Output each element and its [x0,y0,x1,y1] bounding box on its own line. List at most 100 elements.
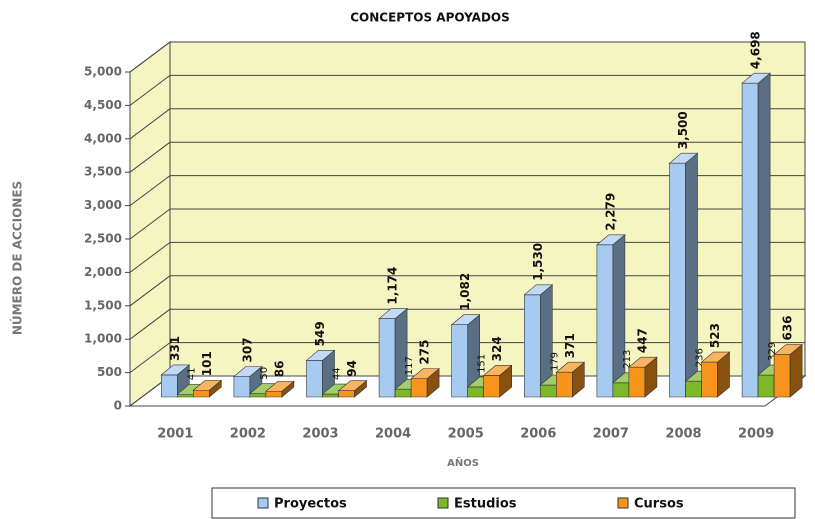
data-label: 523 [708,323,722,348]
legend-swatch [617,497,629,509]
y-tick-label: 2,500 [84,232,122,246]
bar-face [741,82,759,398]
data-label: 50 [259,367,270,380]
x-tick-label: 2004 [375,427,411,442]
y-tick-label: 1,000 [84,332,122,346]
data-label: 94 [345,360,359,377]
x-tick-label: 2001 [157,427,193,442]
bar [265,380,295,398]
bar-face [596,244,614,398]
bar-face [338,390,355,398]
bar-face [685,380,702,398]
data-label: 101 [200,351,214,376]
data-label: 179 [549,352,560,371]
bar-face [757,374,775,398]
grid-line [129,275,171,307]
data-label: 275 [418,340,432,365]
x-tick-label: 2002 [230,427,266,442]
x-tick-label: 2008 [665,427,701,442]
bar [700,351,731,398]
grid-line [129,175,171,207]
grid-line [129,141,171,173]
data-label: 3,500 [676,111,690,149]
bar-face [265,380,295,392]
y-tick-label: 1,500 [84,298,122,312]
bar [410,367,440,398]
bar-face [539,384,557,398]
data-label: 447 [635,328,649,353]
y-tick-label: 0 [114,399,122,413]
bar-face [482,365,513,376]
bar [741,72,771,398]
bar-face [555,361,586,373]
bar-face [467,386,485,398]
x-tick-label: 2009 [738,427,774,442]
grid-line [129,241,171,273]
bar-face [451,324,469,398]
x-tick-label: 2007 [593,427,629,442]
bar-face [306,360,323,398]
bar-face [193,389,210,398]
data-label: 324 [490,336,504,361]
legend-swatch [437,497,449,509]
bar-face [450,314,481,326]
data-label: 549 [313,321,327,346]
data-label: 1,530 [531,243,545,281]
bar-face [233,366,263,377]
bar [482,364,513,398]
y-tick-label: 3,000 [84,198,122,212]
grid-line [129,308,171,340]
bar-face [394,388,412,398]
data-label: 2,279 [603,193,617,231]
grid-line [129,75,171,106]
data-label: 636 [781,315,795,340]
y-tick-label: 500 [97,365,122,379]
data-label: 41 [186,368,197,381]
bar-face [628,366,646,398]
legend-label: Cursos [634,497,684,512]
bar [378,307,408,398]
data-label: 1,082 [458,273,472,311]
bar [450,314,481,398]
data-label: 117 [404,356,415,375]
data-label: 86 [272,361,286,378]
chart-title: CONCEPTOS APOYADOS [350,11,510,25]
data-label: 371 [563,333,577,358]
bar-face [160,364,191,376]
bar-face [701,361,718,398]
data-label: 44 [332,367,343,380]
bar-face [305,350,336,361]
bar-face [773,354,791,398]
legend [211,487,796,519]
x-axis-title: AÑOS [447,456,479,469]
data-label: 236 [695,348,706,367]
x-tick-label: 2006 [520,427,556,442]
y-axis-title: NÚMERO DE ACCIONES [10,181,25,335]
x-tick-label: 2005 [448,427,484,442]
y-tick-label: 4,500 [84,98,122,112]
bar-face [523,284,554,296]
bar-face [612,382,630,398]
bar-face [555,371,573,398]
bar-face [233,376,251,398]
bar-face [177,393,194,398]
y-tick-label: 4,000 [84,131,122,145]
legend-label: Estudios [454,497,517,512]
legend-swatch [257,497,269,509]
bar [305,349,336,398]
data-label: 213 [622,350,633,369]
bar [596,234,626,398]
bar-face [410,378,428,398]
bar [192,379,223,398]
bar-face [612,234,626,398]
bar-face [322,393,339,398]
bar-face [773,344,803,355]
bar [773,343,803,398]
bar [337,380,368,398]
data-label: 4,698 [749,31,763,69]
data-label: 331 [168,336,182,361]
y-tick-label: 5,000 [84,65,122,79]
bar-face [483,375,501,398]
bar-face [337,380,368,392]
bar [523,284,554,398]
